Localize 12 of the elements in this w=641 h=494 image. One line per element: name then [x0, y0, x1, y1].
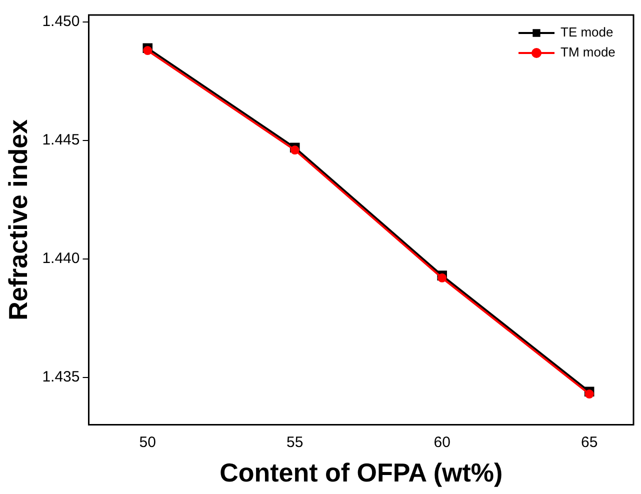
y-tick-label: 1.435: [42, 368, 80, 386]
y-tick-label: 1.440: [42, 250, 80, 268]
legend-label: TE mode: [560, 24, 614, 40]
x-axis-title: Content of OFPA (wt%): [220, 458, 503, 488]
legend-label: TM mode: [560, 44, 616, 60]
x-tick-label: 65: [580, 434, 598, 451]
x-tick-label: 60: [434, 434, 450, 451]
y-tick-label: 1.445: [42, 132, 80, 149]
y-tick-label: 1.450: [42, 13, 80, 30]
y-axis-title: Refractive index: [2, 118, 33, 320]
x-tick-label: 55: [286, 434, 304, 451]
x-tick-label: 50: [139, 434, 156, 451]
